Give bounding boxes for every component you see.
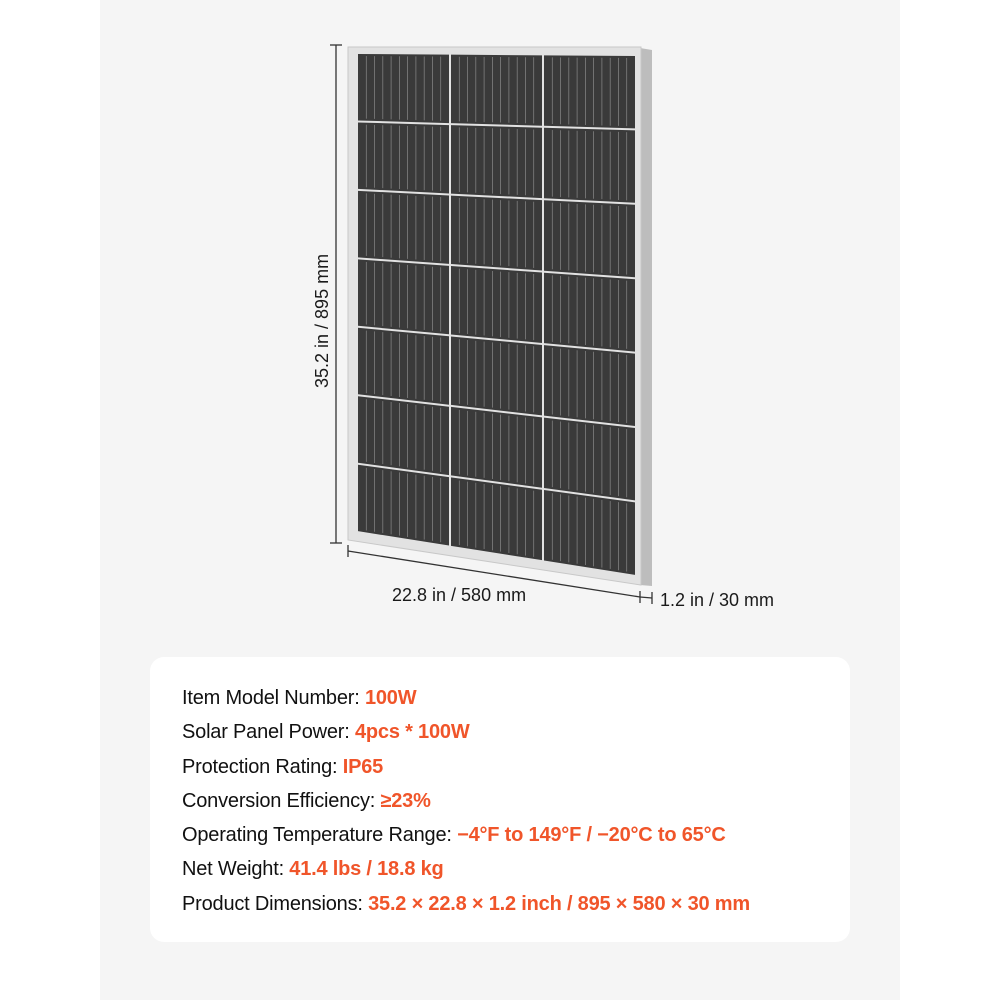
spec-row: Conversion Efficiency: ≥23%	[182, 784, 750, 818]
spec-value: ≥23%	[380, 789, 431, 812]
solar-cell	[451, 195, 542, 271]
spec-value: 41.4 lbs / 18.8 kg	[289, 858, 444, 881]
spec-label: Protection Rating:	[182, 755, 343, 778]
solar-cell	[451, 54, 542, 126]
solar-cell	[451, 266, 542, 343]
spec-row: Item Model Number: 100W	[182, 681, 750, 715]
solar-cell	[544, 55, 635, 129]
spec-label: Operating Temperature Range:	[182, 824, 458, 847]
spec-label: Conversion Efficiency:	[182, 789, 381, 812]
solar-cell	[544, 272, 635, 352]
spec-label: Item Model Number:	[182, 687, 365, 709]
spec-label: Product Dimensions:	[182, 892, 369, 915]
solar-cell	[544, 417, 635, 501]
solar-cell	[358, 190, 449, 264]
solar-cell	[358, 327, 449, 405]
spec-row: Operating Temperature Range: −4°F to 149…	[182, 818, 750, 852]
spec-value: 4pcs * 100W	[354, 721, 470, 744]
solar-cell	[544, 127, 635, 203]
width-dimension-line	[347, 550, 641, 598]
solar-cell	[358, 396, 449, 476]
spec-value: IP65	[342, 755, 384, 778]
solar-cell	[358, 259, 449, 335]
spec-row: Protection Rating: IP65	[182, 750, 750, 784]
specs-card: Item Model Number: 100W Solar Panel Power…	[150, 657, 850, 942]
spec-value: 35.2 × 22.8 × 1.2 inch / 895 × 580 × 30 …	[368, 892, 750, 915]
height-dimension-label: 35.2 in / 895 mm	[312, 253, 332, 388]
spec-value: 100W	[364, 687, 417, 709]
solar-cell	[451, 477, 542, 561]
width-dimension-label: 22.8 in / 580 mm	[392, 585, 527, 605]
spec-label: Solar Panel Power:	[182, 721, 355, 744]
depth-dimension-line	[639, 596, 653, 599]
spec-value: −4°F to 149°F / −20°C to 65°C	[457, 824, 726, 847]
spec-row: Solar Panel Power: 4pcs * 100W	[182, 715, 750, 749]
solar-cell	[451, 125, 542, 199]
solar-cell	[358, 464, 449, 546]
solar-cell	[451, 336, 542, 416]
spec-row: Net Weight: 41.4 lbs / 18.8 kg	[182, 852, 750, 886]
spec-label: Net Weight:	[182, 858, 290, 881]
solar-cell	[544, 490, 635, 575]
solar-cell	[544, 345, 635, 427]
specs-list: Item Model Number: 100W Solar Panel Power…	[182, 681, 750, 921]
solar-cell	[358, 54, 449, 124]
solar-cell	[451, 406, 542, 488]
dimension-lines	[330, 44, 653, 604]
depth-dimension-label: 1.2 in / 30 mm	[660, 590, 775, 610]
solar-cell	[358, 122, 449, 194]
spec-row: Product Dimensions: 35.2 × 22.8 × 1.2 in…	[182, 887, 750, 921]
solar-cell	[544, 200, 635, 278]
